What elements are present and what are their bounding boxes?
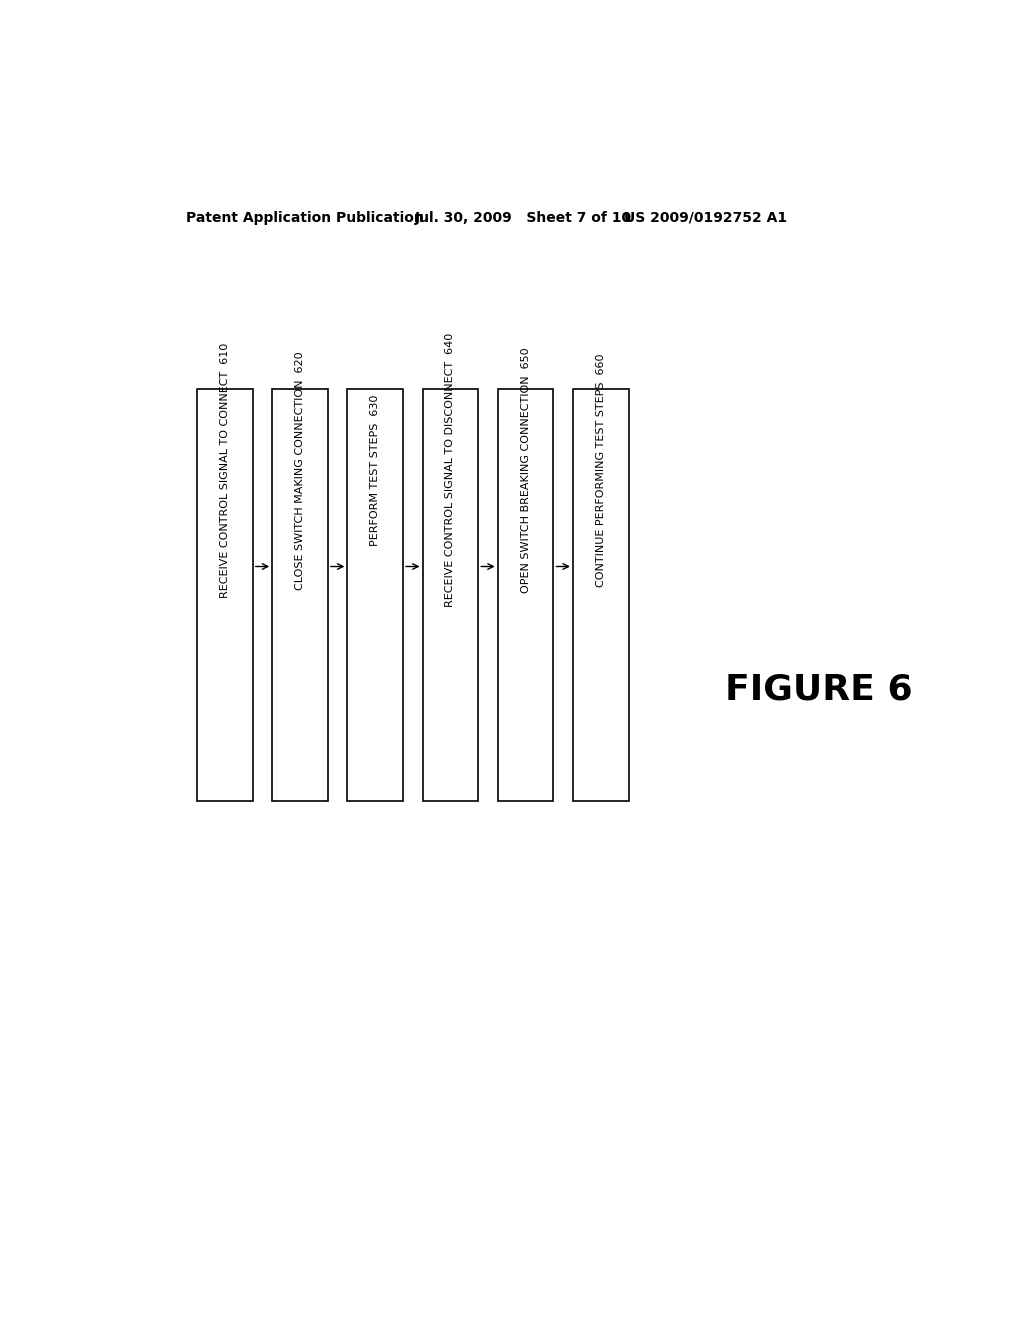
Text: Patent Application Publication: Patent Application Publication (186, 211, 424, 224)
Text: Jul. 30, 2009   Sheet 7 of 10: Jul. 30, 2009 Sheet 7 of 10 (415, 211, 632, 224)
Text: CLOSE SWITCH MAKING CONNECTION  620: CLOSE SWITCH MAKING CONNECTION 620 (295, 351, 305, 590)
Bar (347, 389, 403, 801)
Bar (572, 389, 629, 801)
Bar (498, 389, 554, 801)
Bar (197, 389, 253, 801)
Text: US 2009/0192752 A1: US 2009/0192752 A1 (624, 211, 787, 224)
Text: FIGURE 6: FIGURE 6 (725, 673, 912, 706)
Text: PERFORM TEST STEPS  630: PERFORM TEST STEPS 630 (371, 395, 380, 546)
Text: RECEIVE CONTROL SIGNAL TO CONNECT  610: RECEIVE CONTROL SIGNAL TO CONNECT 610 (220, 343, 229, 598)
Text: OPEN SWITCH BREAKING CONNECTION  650: OPEN SWITCH BREAKING CONNECTION 650 (520, 347, 530, 593)
Bar (423, 389, 478, 801)
Text: RECEIVE CONTROL SIGNAL TO DISCONNECT  640: RECEIVE CONTROL SIGNAL TO DISCONNECT 640 (445, 333, 456, 607)
Bar (272, 389, 328, 801)
Text: CONTINUE PERFORMING TEST STEPS  660: CONTINUE PERFORMING TEST STEPS 660 (596, 354, 606, 587)
